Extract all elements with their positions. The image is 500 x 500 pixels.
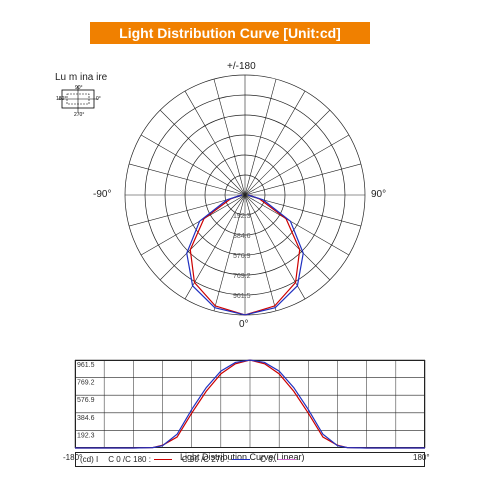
legend-item: C 0 /C 180 : [108,455,172,464]
legend: (cd) I C 0 /C 180 : C 90 /C 270 : C 0: [75,452,425,467]
polar-label-top: +/-180 [227,61,256,72]
legend-item-label: C 0: [260,455,275,464]
linear-ytick-label: 384.6 [77,415,95,422]
legend-swatch [154,459,172,460]
polar-label-bottom: 0° [239,319,249,330]
polar-chart: 192.3 384.6 576.9 769.2 961.5 [0,0,500,360]
polar-label-right: 90° [371,189,386,200]
polar-label-right-text: 90° [371,189,386,200]
legend-item-label: C 0 /C 180 : [108,455,151,464]
polar-label-left-text: -90° [93,189,111,200]
legend-swatch [278,459,296,460]
legend-swatch [232,459,250,460]
linear-ytick-label: 961.5 [77,362,95,369]
polar-ring-label: 384.6 [233,233,251,240]
polar-label-left: -90° [93,189,111,200]
linear-ytick-label: 576.9 [77,397,95,404]
polar-ring-label: 192.3 [233,213,251,220]
legend-item: C 0: [260,455,296,464]
polar-ring-label: 961.5 [233,293,251,300]
linear-ytick-label: 769.2 [77,380,95,387]
polar-label-bottom-text: 0° [239,319,249,330]
polar-label-top-text: +/-180 [227,61,256,72]
polar-ring-label: 769.2 [233,273,251,280]
polar-ring-label: 576.9 [233,253,251,260]
legend-item-label: C 90 /C 270 : [182,455,229,464]
legend-unit: (cd) I [80,455,98,464]
legend-item: C 90 /C 270 : [182,455,250,464]
linear-ytick-label: 192.3 [77,432,95,439]
